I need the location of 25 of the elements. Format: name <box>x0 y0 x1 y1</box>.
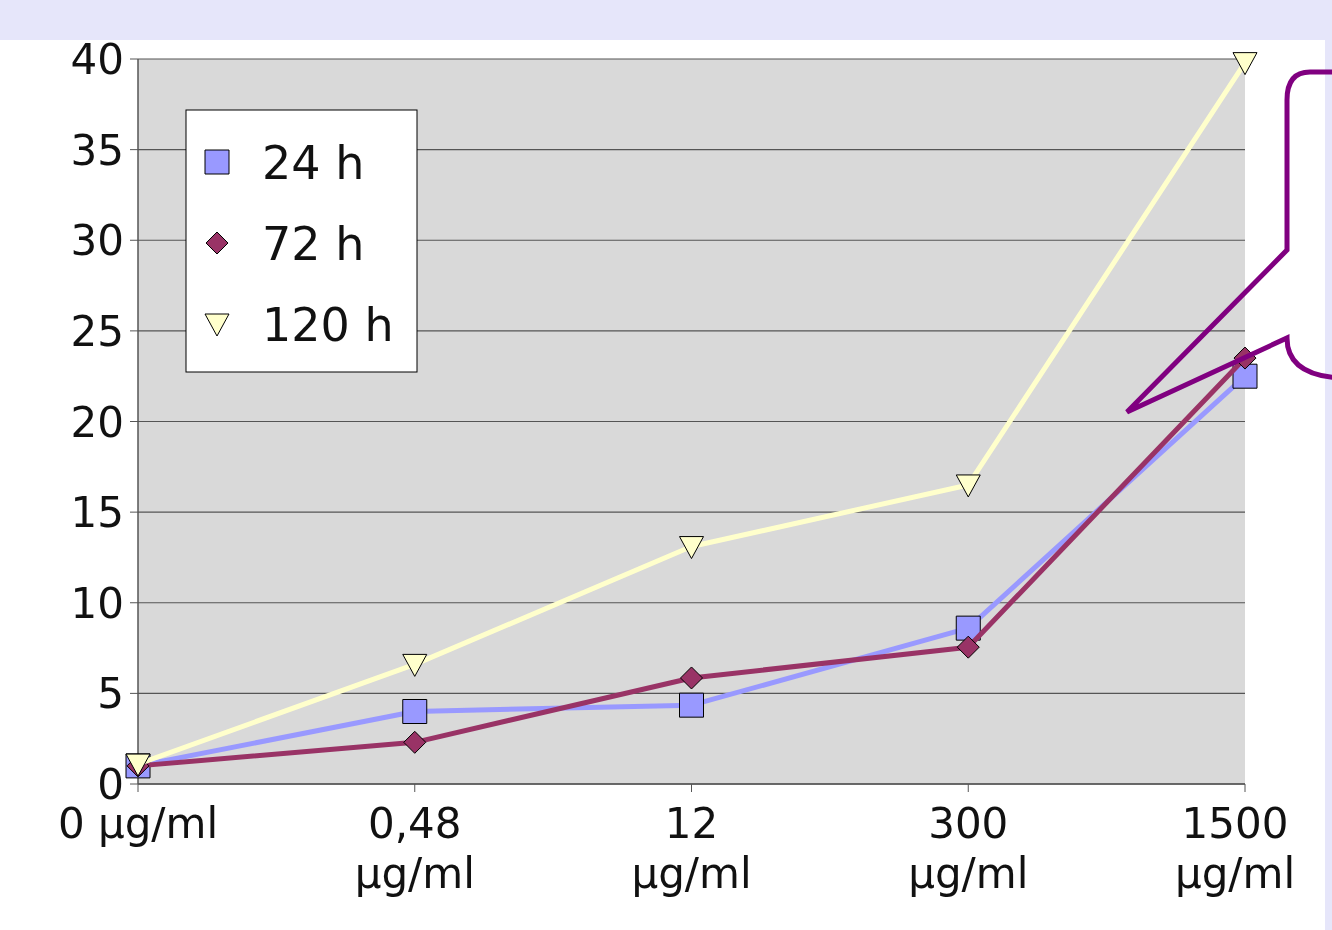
point <box>955 474 981 498</box>
point <box>955 615 981 641</box>
point <box>402 699 428 724</box>
x-tick-label: 300 µg/ml <box>908 799 1029 898</box>
y-tick-label: 5 <box>97 669 124 719</box>
point <box>1232 52 1258 76</box>
legend-label: 120 h <box>262 297 394 352</box>
y-tick-label: 10 <box>70 578 124 628</box>
y-tick-label: 35 <box>70 125 124 175</box>
legend-label: 24 h <box>262 135 365 190</box>
point <box>403 730 427 754</box>
x-tick-label: 0,48 µg/ml <box>354 799 475 898</box>
point <box>956 635 980 659</box>
y-tick-label: 20 <box>70 397 124 447</box>
y-tick-label: 15 <box>70 488 124 538</box>
point <box>680 666 703 690</box>
point <box>402 653 428 677</box>
legend-label: 72 h <box>262 216 365 271</box>
y-tick-label: 40 <box>70 35 124 85</box>
x-tick-label: 1500 µg/ml <box>1174 799 1296 898</box>
point <box>679 692 704 718</box>
y-tick-label: 30 <box>70 216 124 266</box>
x-tick-label: 12 µg/ml <box>631 799 752 898</box>
point <box>679 536 704 560</box>
y-tick-label: 25 <box>70 306 124 356</box>
